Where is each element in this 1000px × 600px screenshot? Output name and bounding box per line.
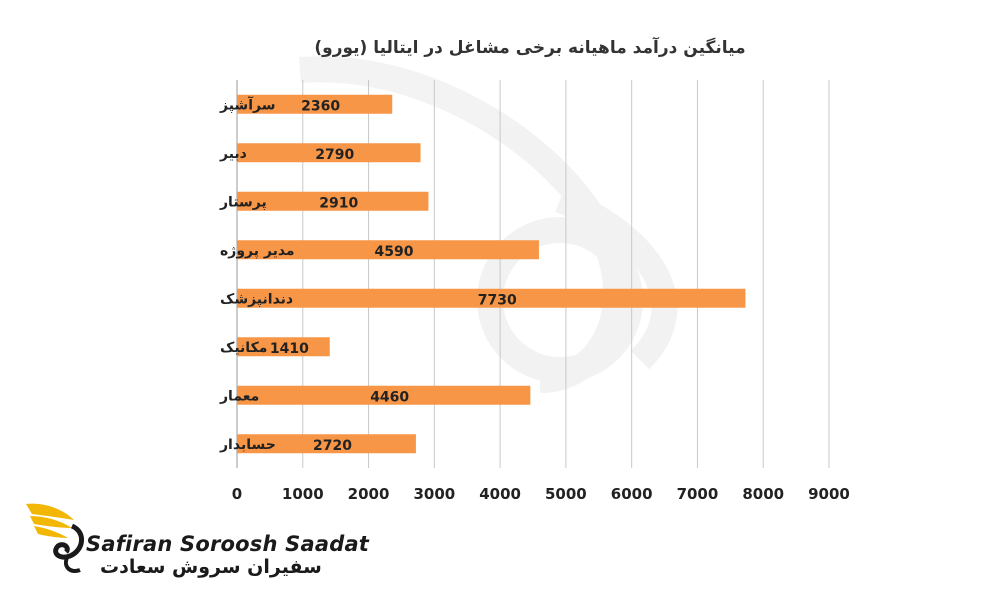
x-tick-label: 1000 [282, 485, 324, 503]
category-label: معمار [219, 388, 259, 404]
category-label: مدیر پروژه [220, 243, 295, 259]
bar [237, 94, 393, 114]
x-tick-label: 3000 [413, 485, 455, 503]
data-label: 2910 [319, 195, 358, 211]
category-labels: سرآشپز دبیر پرستار مدیر پروژه دندانپزشک مکانی… [219, 95, 295, 453]
category-label: پرستار [219, 194, 267, 210]
brand-name-en: Safiran Soroosh Saadat [86, 532, 370, 556]
category-label: مکانیک [220, 340, 267, 356]
x-tick-labels: 0 1000 2000 3000 4000 5000 6000 7000 8000 9000 [232, 485, 850, 503]
bar [237, 143, 421, 163]
x-tick-label: 8000 [742, 485, 784, 503]
x-tick-label: 4000 [479, 485, 521, 503]
data-label: 1410 [270, 341, 309, 357]
bars [237, 94, 746, 454]
chart-title: میانگین درآمد ماهیانه برخی مشاغل در ایتا… [314, 36, 745, 58]
watermark-logo [299, 56, 678, 393]
bar [237, 240, 539, 260]
data-label: 7730 [478, 292, 517, 308]
category-label: دندانپزشک [220, 291, 293, 307]
data-label: 4460 [370, 389, 409, 405]
x-tick-label: 9000 [808, 485, 850, 503]
data-label: 4590 [374, 244, 413, 260]
bar [237, 337, 330, 357]
x-tick-label: 6000 [611, 485, 653, 503]
bar [237, 191, 429, 211]
category-label: حسابدار [219, 437, 276, 453]
data-labels: 2360 2790 2910 4590 7730 1410 4460 2720 [270, 98, 517, 454]
data-label: 2360 [301, 98, 340, 114]
data-label: 2790 [315, 147, 354, 163]
bar [237, 288, 746, 308]
category-label: سرآشپز [219, 95, 275, 113]
winged-swan-logo-icon [22, 498, 92, 582]
bar [237, 434, 416, 454]
brand-name-fa: سفیران سروش سعادت [100, 556, 322, 578]
bar [237, 385, 531, 405]
x-tick-label: 0 [232, 485, 242, 503]
data-label: 2720 [313, 438, 352, 454]
x-tick-label: 2000 [348, 485, 390, 503]
x-tick-label: 7000 [677, 485, 719, 503]
category-label: دبیر [219, 146, 247, 162]
x-tick-label: 5000 [545, 485, 587, 503]
